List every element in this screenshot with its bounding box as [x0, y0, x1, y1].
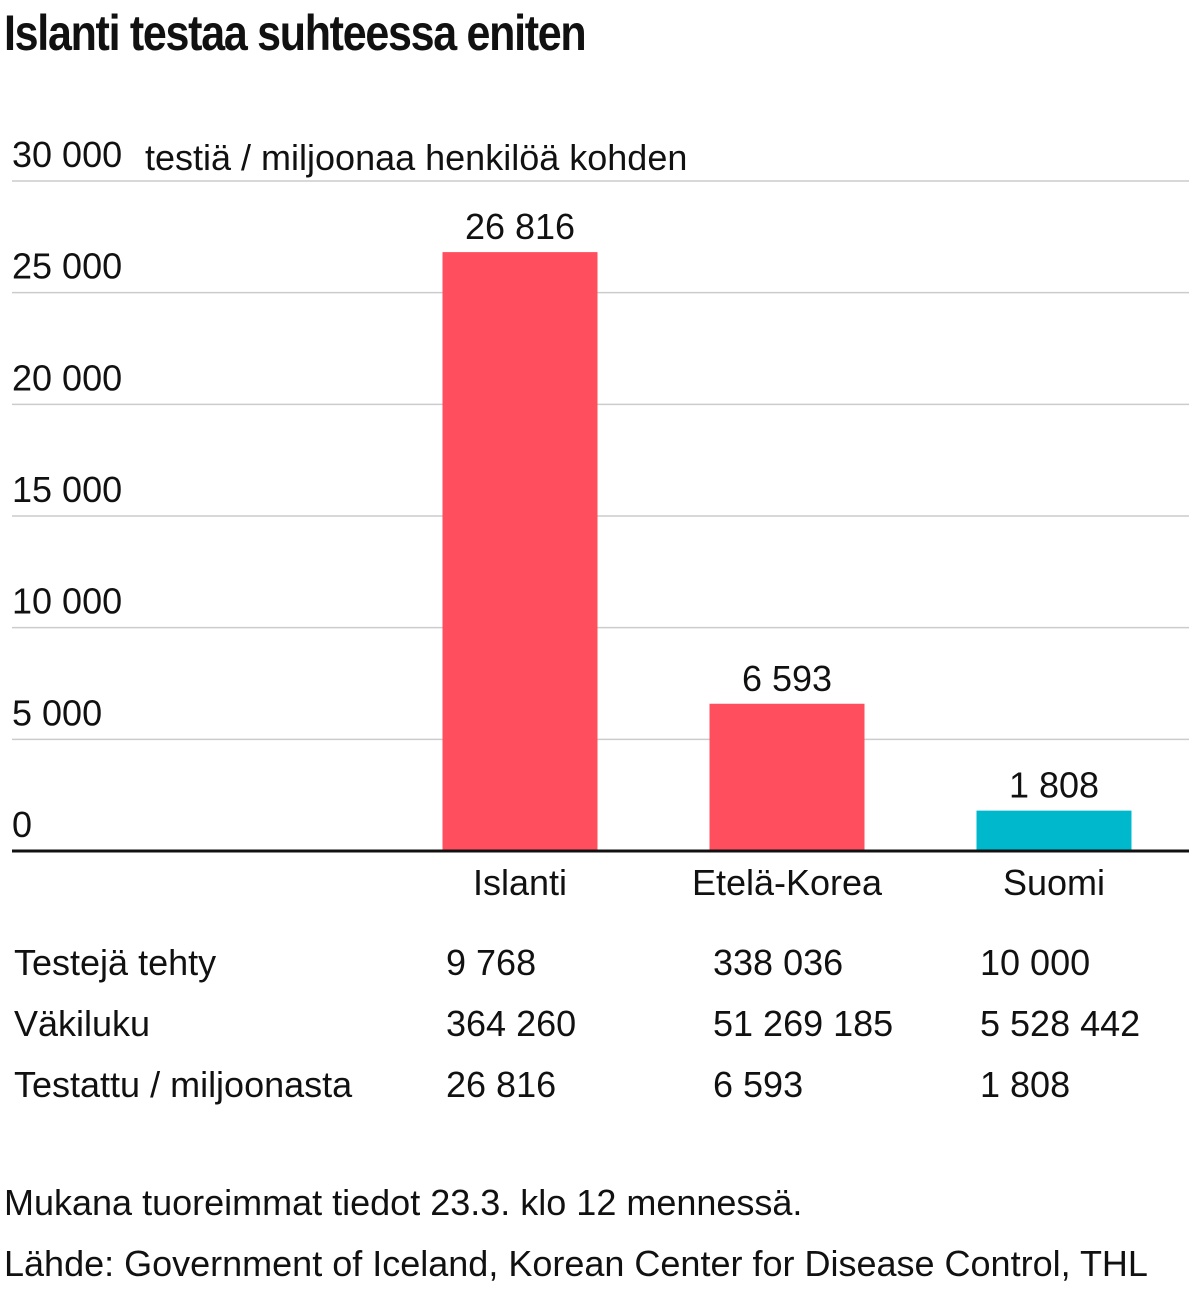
gridlines [12, 180, 1189, 741]
data-table: Testejä tehty 9 768 338 036 10 000 Väkiluku 3… [14, 932, 1184, 1115]
y-axis-unit-label: testiä / miljoonaa henkilöä kohden [145, 137, 687, 178]
bar-value-label: 26 816 [465, 206, 575, 247]
bar-value-label: 1 808 [1009, 765, 1099, 806]
table-cell: 10 000 [980, 941, 1091, 983]
y-tick-label: 25 000 [12, 246, 122, 287]
y-tick-label: 10 000 [12, 581, 122, 622]
y-tick-label: 15 000 [12, 469, 122, 510]
table-row: Testejä tehty 9 768 338 036 10 000 [14, 932, 1184, 993]
table-row: Väkiluku 364 260 51 269 185 5 528 442 [14, 993, 1184, 1054]
bars [442, 252, 1132, 852]
footer-source: Lähde: Government of Iceland, Korean Cen… [4, 1243, 1148, 1284]
y-axis-tick-labels: 0 5 000 10 000 15 000 20 000 25 000 30 000 [12, 134, 122, 845]
y-tick-label: 30 000 [12, 134, 122, 175]
y-tick-label: 0 [12, 804, 32, 845]
footer: Mukana tuoreimmat tiedot 23.3. klo 12 me… [4, 1172, 1148, 1294]
bar [442, 252, 598, 852]
table-row-label: Testejä tehty [14, 941, 217, 983]
category-labels: Islanti Etelä-Korea Suomi [473, 862, 1105, 903]
category-label: Etelä-Korea [692, 862, 883, 903]
category-label: Suomi [1003, 862, 1105, 903]
bar [976, 810, 1132, 851]
category-label: Islanti [473, 862, 567, 903]
value-labels: 26 816 6 593 1 808 [465, 206, 1099, 806]
table-cell: 1 808 [980, 1063, 1071, 1105]
table-cell: 51 269 185 [713, 1002, 894, 1044]
table-cell: 364 260 [446, 1002, 577, 1044]
y-tick-label: 5 000 [12, 692, 102, 733]
bar-value-label: 6 593 [742, 658, 832, 699]
table-row-label: Väkiluku [14, 1002, 151, 1044]
table-cell: 26 816 [446, 1063, 557, 1105]
chart-title: Islanti testaa suhteessa eniten [4, 5, 587, 61]
table-cell: 6 593 [713, 1063, 804, 1105]
table-row: Testattu / miljoonasta 26 816 6 593 1 808 [14, 1054, 1184, 1115]
bar [709, 703, 865, 851]
table-cell: 338 036 [713, 941, 844, 983]
bar-chart: 0 5 000 10 000 15 000 20 000 25 000 30 000 tes… [12, 134, 1189, 903]
table-row-label: Testattu / miljoonasta [14, 1063, 353, 1105]
table-cell: 9 768 [446, 941, 537, 983]
y-tick-label: 20 000 [12, 357, 122, 398]
table-cell: 5 528 442 [980, 1002, 1141, 1044]
footer-note: Mukana tuoreimmat tiedot 23.3. klo 12 me… [4, 1182, 803, 1223]
